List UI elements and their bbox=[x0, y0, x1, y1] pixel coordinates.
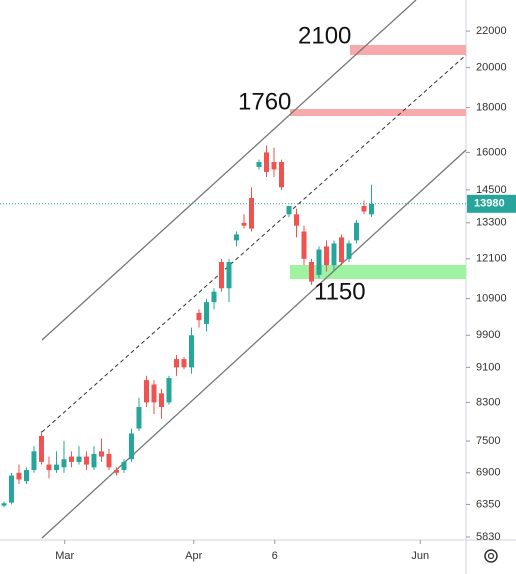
support-zone bbox=[290, 265, 466, 279]
candle-body bbox=[241, 222, 247, 226]
candle-body bbox=[256, 162, 262, 167]
candle-body bbox=[53, 464, 59, 471]
y-tick-label: 6350 bbox=[476, 498, 500, 510]
candle-body bbox=[331, 243, 337, 266]
candle-body bbox=[226, 261, 232, 289]
candle-body bbox=[158, 393, 164, 408]
candle-body bbox=[308, 261, 314, 282]
annotation: 2100 bbox=[298, 22, 351, 49]
y-tick-label: 14500 bbox=[476, 184, 507, 196]
candle-body bbox=[278, 162, 284, 188]
candle-body bbox=[23, 470, 29, 482]
x-tick-label: Jun bbox=[411, 550, 429, 562]
candle-body bbox=[76, 456, 82, 462]
candle-body bbox=[271, 162, 277, 170]
y-tick-label: 8300 bbox=[476, 396, 500, 408]
annotation: 1150 bbox=[314, 278, 366, 305]
candle-body bbox=[338, 237, 344, 262]
channel-middle bbox=[41, 54, 467, 433]
candle-body bbox=[143, 380, 149, 403]
candle-body bbox=[31, 451, 37, 471]
candle-body bbox=[301, 231, 307, 259]
y-tick-label: 13300 bbox=[476, 217, 507, 229]
candle-body bbox=[91, 453, 97, 468]
x-tick-label: Mar bbox=[55, 550, 74, 562]
candle-body bbox=[263, 152, 269, 172]
candle-body bbox=[1, 503, 7, 506]
candle-body bbox=[203, 302, 209, 324]
settings-icon[interactable] bbox=[484, 549, 498, 563]
candle-body bbox=[188, 335, 194, 368]
candle-body bbox=[293, 214, 299, 226]
x-tick-label: Apr bbox=[185, 550, 202, 562]
candle-body bbox=[218, 261, 224, 289]
candle-body bbox=[248, 197, 254, 229]
annotation: 1760 bbox=[238, 88, 291, 115]
candle-body bbox=[323, 246, 329, 266]
candle-body bbox=[68, 456, 74, 462]
channel-upper bbox=[41, 0, 417, 341]
candle-body bbox=[196, 312, 202, 321]
y-tick-label: 12100 bbox=[476, 253, 507, 265]
y-tick-label: 7500 bbox=[476, 435, 500, 447]
candle-body bbox=[98, 451, 104, 457]
candle-body bbox=[83, 456, 89, 465]
candle-body bbox=[316, 249, 322, 275]
y-tick-label: 9900 bbox=[476, 329, 500, 341]
candle-body bbox=[166, 377, 172, 403]
last-price-box bbox=[467, 194, 516, 213]
candle-body bbox=[113, 470, 119, 473]
candle-body bbox=[346, 243, 352, 259]
y-tick-label: 6900 bbox=[476, 467, 500, 479]
y-tick-label: 20000 bbox=[476, 61, 507, 73]
candle-body bbox=[16, 472, 22, 480]
candle-body bbox=[353, 222, 359, 241]
candle-body bbox=[106, 453, 112, 468]
candle-body bbox=[368, 203, 374, 215]
last-price-label: 13980 bbox=[474, 198, 505, 210]
candle-body bbox=[8, 475, 14, 503]
candle-body bbox=[361, 205, 367, 212]
y-tick-label: 18000 bbox=[476, 101, 507, 113]
y-tick-label: 16000 bbox=[476, 146, 507, 158]
candle-body bbox=[46, 464, 52, 471]
candle-body bbox=[233, 234, 239, 241]
resistance-zone bbox=[350, 45, 466, 55]
candle-body bbox=[128, 433, 134, 460]
y-tick-label: 10900 bbox=[476, 293, 507, 305]
candle-body bbox=[286, 205, 292, 215]
x-tick-label: 6 bbox=[272, 550, 278, 562]
candle-body bbox=[121, 461, 127, 471]
y-tick-label: 22000 bbox=[476, 25, 507, 37]
candle-body bbox=[61, 459, 67, 468]
y-tick-label: 9100 bbox=[476, 361, 500, 373]
resistance-zone bbox=[290, 109, 466, 116]
y-tick-label: 5830 bbox=[476, 531, 500, 543]
candle-body bbox=[211, 291, 217, 303]
candle-body bbox=[151, 384, 157, 403]
candle-body bbox=[38, 435, 44, 462]
candle-body bbox=[173, 359, 179, 368]
candle-body bbox=[136, 407, 142, 429]
candle-body bbox=[181, 359, 187, 368]
channel-lower bbox=[41, 149, 467, 539]
